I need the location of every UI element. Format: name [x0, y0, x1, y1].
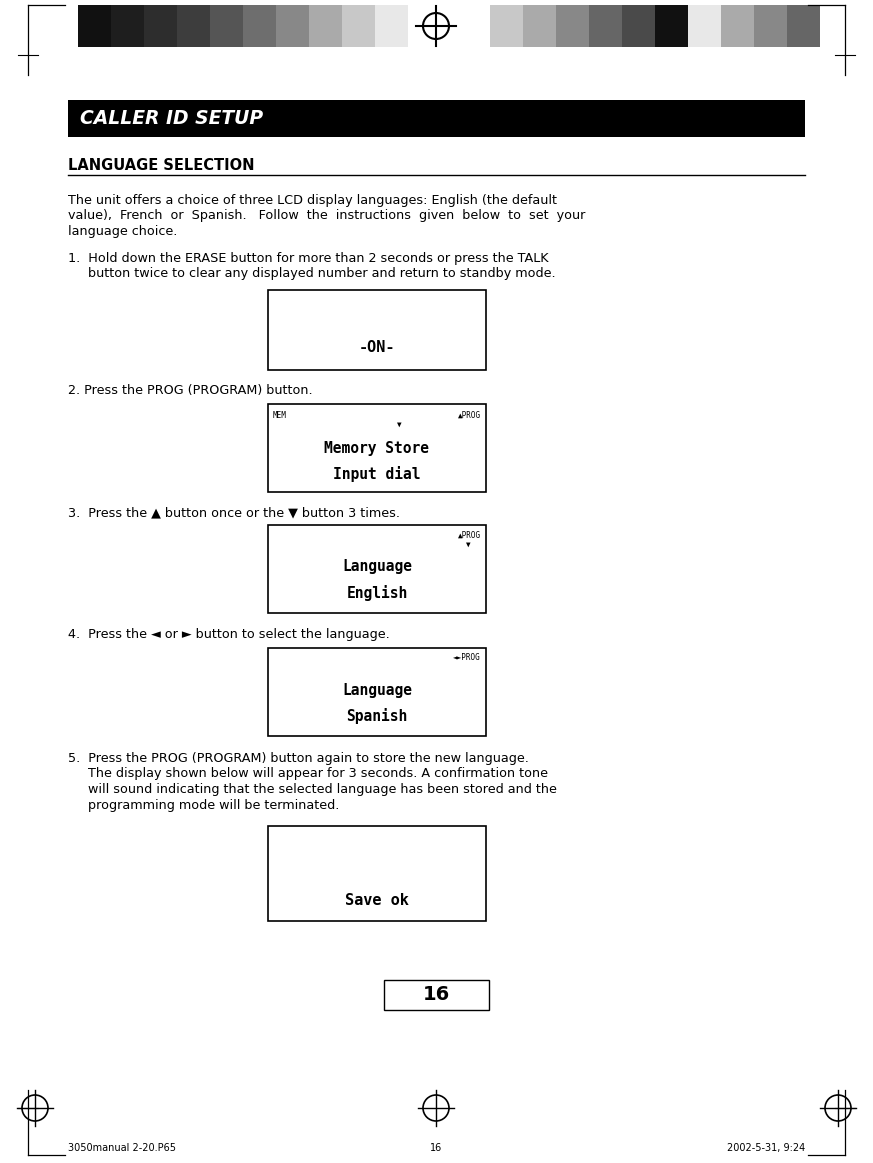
Text: 3.  Press the ▲ button once or the ▼ button 3 times.: 3. Press the ▲ button once or the ▼ butt… — [68, 506, 400, 519]
Text: MEM: MEM — [273, 411, 287, 420]
Bar — [177, 5, 210, 47]
Bar — [556, 5, 589, 47]
Text: Save ok: Save ok — [345, 892, 409, 907]
Text: The display shown below will appear for 3 seconds. A confirmation tone: The display shown below will appear for … — [68, 768, 548, 780]
Text: Spanish: Spanish — [347, 708, 408, 725]
Text: 2. Press the PROG (PROGRAM) button.: 2. Press the PROG (PROGRAM) button. — [68, 384, 313, 397]
Text: programming mode will be terminated.: programming mode will be terminated. — [68, 799, 340, 812]
Text: 4.  Press the ◄ or ► button to select the language.: 4. Press the ◄ or ► button to select the… — [68, 628, 389, 641]
Text: ▲PROG: ▲PROG — [457, 411, 481, 420]
Text: ▲PROG: ▲PROG — [457, 530, 481, 540]
Text: English: English — [347, 585, 408, 601]
Bar — [375, 5, 408, 47]
Text: Memory Store: Memory Store — [325, 441, 430, 456]
Bar — [342, 5, 375, 47]
Text: Language: Language — [342, 559, 412, 575]
Text: language choice.: language choice. — [68, 224, 177, 238]
Text: Language: Language — [342, 683, 412, 698]
Text: will sound indicating that the selected language has been stored and the: will sound indicating that the selected … — [68, 783, 557, 795]
Bar — [111, 5, 144, 47]
Bar — [688, 5, 721, 47]
Text: ▼: ▼ — [465, 540, 471, 549]
Text: 1.  Hold down the ERASE button for more than 2 seconds or press the TALK: 1. Hold down the ERASE button for more t… — [68, 252, 548, 265]
Bar — [490, 5, 523, 47]
Text: LANGUAGE SELECTION: LANGUAGE SELECTION — [68, 158, 255, 173]
Bar — [384, 980, 489, 1009]
Bar — [523, 5, 556, 47]
Bar — [408, 5, 441, 47]
Bar — [787, 5, 820, 47]
Text: value),  French  or  Spanish.   Follow  the  instructions  given  below  to  set: value), French or Spanish. Follow the in… — [68, 209, 586, 222]
Bar — [622, 5, 655, 47]
Bar — [309, 5, 342, 47]
Bar — [78, 5, 111, 47]
Bar — [268, 404, 486, 492]
Text: button twice to clear any displayed number and return to standby mode.: button twice to clear any displayed numb… — [68, 267, 555, 280]
Text: 2002-5-31, 9:24: 2002-5-31, 9:24 — [726, 1143, 805, 1153]
Bar — [210, 5, 243, 47]
Text: 16: 16 — [430, 1143, 442, 1153]
Text: 5.  Press the PROG (PROGRAM) button again to store the new language.: 5. Press the PROG (PROGRAM) button again… — [68, 752, 529, 765]
Bar — [754, 5, 787, 47]
Text: -ON-: -ON- — [359, 340, 395, 355]
Text: The unit offers a choice of three LCD display languages: English (the default: The unit offers a choice of three LCD di… — [68, 194, 557, 207]
Bar — [721, 5, 754, 47]
Bar — [655, 5, 688, 47]
Text: ▼: ▼ — [396, 420, 401, 428]
Text: 3050manual 2-20.P65: 3050manual 2-20.P65 — [68, 1143, 176, 1153]
Bar — [243, 5, 276, 47]
Bar — [268, 648, 486, 736]
Text: 16: 16 — [423, 985, 450, 1005]
Text: Input dial: Input dial — [333, 466, 421, 481]
Text: CALLER ID SETUP: CALLER ID SETUP — [80, 109, 263, 128]
Text: ◄►PROG: ◄►PROG — [453, 654, 481, 663]
Bar — [276, 5, 309, 47]
Bar — [268, 290, 486, 370]
Bar — [144, 5, 177, 47]
Bar — [268, 826, 486, 921]
Bar — [68, 100, 805, 137]
Bar — [268, 525, 486, 613]
Bar — [589, 5, 622, 47]
